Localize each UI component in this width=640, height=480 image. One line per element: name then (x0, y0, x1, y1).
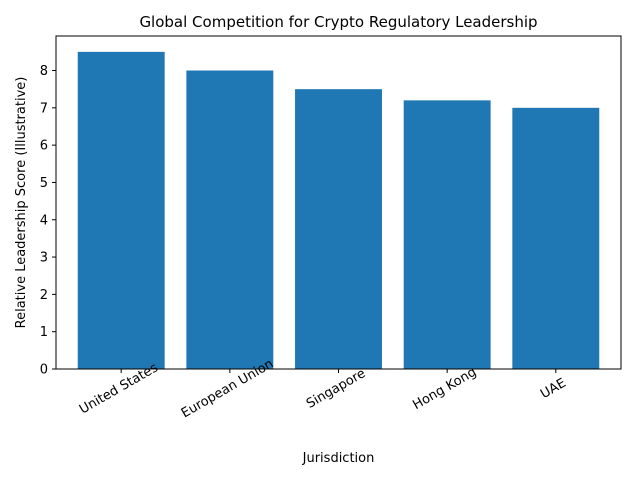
bars-layer (77, 51, 600, 370)
y-axis-label: Relative Leadership Score (Illustrative) (14, 77, 29, 329)
y-tick-label: 3 (40, 251, 48, 266)
bar-uae (512, 107, 600, 369)
bar-united-states (77, 51, 165, 369)
bar-singapore (295, 89, 382, 370)
bar-european-union (186, 70, 274, 369)
plot-frame (55, 35, 622, 370)
bar-hong-kong (403, 100, 491, 370)
y-tick-label: 6 (40, 139, 48, 154)
y-tick-label: 2 (40, 288, 48, 303)
x-tick-label: Hong Kong (410, 365, 479, 413)
x-tick-label: UAE (538, 376, 569, 402)
y-tick-label: 5 (40, 176, 48, 191)
x-tick-label: Singapore (304, 366, 368, 412)
y-axis: 0 1 2 3 4 5 6 7 8 (40, 64, 56, 378)
y-tick-label: 4 (40, 213, 48, 228)
y-tick-label: 1 (40, 325, 48, 340)
x-axis-label: Jurisdiction (302, 451, 375, 466)
chart-title: Global Competition for Crypto Regulatory… (139, 13, 537, 31)
y-tick-label: 7 (40, 101, 48, 116)
y-tick-label: 0 (40, 363, 48, 378)
y-tick-label: 8 (40, 64, 48, 79)
